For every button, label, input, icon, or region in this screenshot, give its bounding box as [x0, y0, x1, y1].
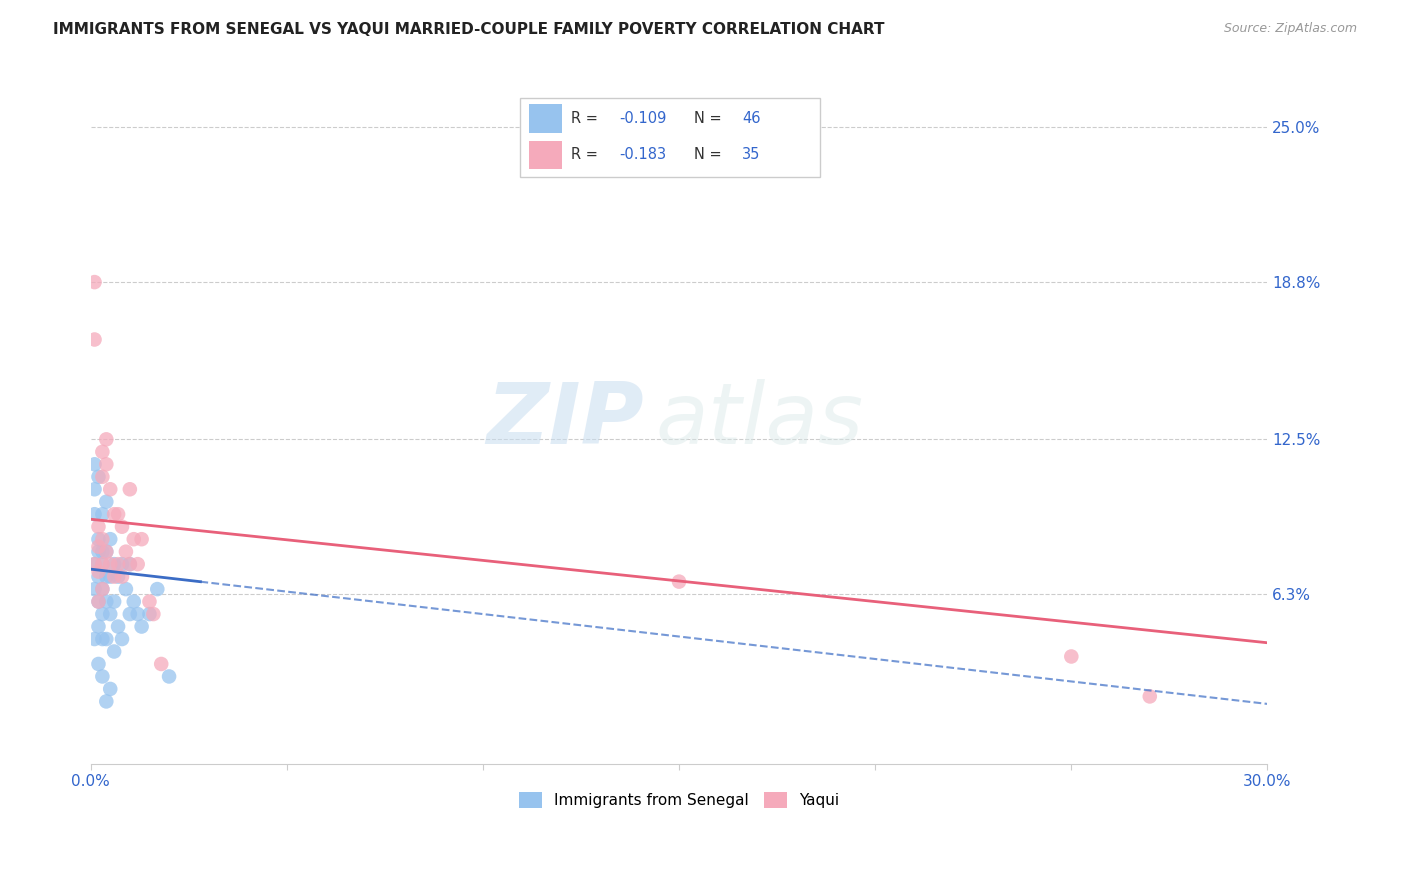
Point [83, 483, 105, 497]
Text: Source: ZipAtlas.com: Source: ZipAtlas.com [1223, 22, 1357, 36]
Legend: Immigrants from Senegal, Yaqui: Immigrants from Senegal, Yaqui [513, 787, 845, 814]
Point [115, 544, 138, 558]
Point [118, 483, 141, 497]
Point [118, 607, 141, 621]
Point [150, 657, 173, 671]
Point [138, 594, 160, 608]
Point [87, 657, 110, 671]
Point [83, 507, 105, 521]
Point [91, 582, 114, 596]
Point [107, 557, 129, 571]
Point [83, 582, 105, 596]
Point [96, 569, 118, 583]
Point [103, 644, 125, 658]
Point [107, 507, 129, 521]
Point [96, 544, 118, 558]
Point [91, 544, 114, 558]
Point [142, 607, 165, 621]
Point [103, 557, 125, 571]
Point [87, 540, 110, 554]
Text: IMMIGRANTS FROM SENEGAL VS YAQUI MARRIED-COUPLE FAMILY POVERTY CORRELATION CHART: IMMIGRANTS FROM SENEGAL VS YAQUI MARRIED… [53, 22, 884, 37]
Text: ZIP: ZIP [486, 379, 644, 462]
Point [96, 632, 118, 646]
Point [87, 519, 110, 533]
Point [122, 532, 145, 546]
Point [98, 681, 121, 696]
Point [127, 557, 149, 571]
Point [83, 275, 105, 289]
Point [98, 532, 121, 546]
Point [103, 594, 125, 608]
Point [122, 594, 145, 608]
Point [83, 458, 105, 472]
Point [157, 669, 180, 683]
Point [103, 569, 125, 583]
Point [146, 582, 169, 596]
Point [87, 619, 110, 633]
Point [87, 565, 110, 579]
Point [96, 458, 118, 472]
Point [131, 619, 153, 633]
Point [91, 445, 114, 459]
Point [98, 569, 121, 583]
Point [98, 607, 121, 621]
Point [107, 569, 129, 583]
Point [91, 470, 114, 484]
Point [1060, 649, 1083, 664]
Point [668, 574, 690, 589]
Point [87, 594, 110, 608]
Point [127, 607, 149, 621]
Point [83, 557, 105, 571]
Point [96, 544, 118, 558]
Point [131, 532, 153, 546]
Point [87, 569, 110, 583]
Point [83, 632, 105, 646]
Point [107, 619, 129, 633]
Point [111, 569, 134, 583]
Point [115, 582, 138, 596]
Point [87, 544, 110, 558]
Point [111, 519, 134, 533]
Point [111, 632, 134, 646]
Point [91, 582, 114, 596]
Point [87, 470, 110, 484]
Point [87, 532, 110, 546]
Point [96, 694, 118, 708]
Point [91, 532, 114, 546]
Point [83, 333, 105, 347]
Point [91, 507, 114, 521]
Point [98, 557, 121, 571]
Point [98, 483, 121, 497]
Point [91, 557, 114, 571]
Point [1139, 690, 1161, 704]
Point [118, 557, 141, 571]
Point [103, 507, 125, 521]
Point [91, 607, 114, 621]
Text: atlas: atlas [655, 379, 863, 462]
Point [91, 632, 114, 646]
Point [91, 669, 114, 683]
Point [111, 557, 134, 571]
Point [138, 607, 160, 621]
Point [96, 494, 118, 508]
Point [96, 594, 118, 608]
Point [91, 557, 114, 571]
Point [96, 433, 118, 447]
Point [83, 557, 105, 571]
Point [87, 594, 110, 608]
Point [118, 557, 141, 571]
